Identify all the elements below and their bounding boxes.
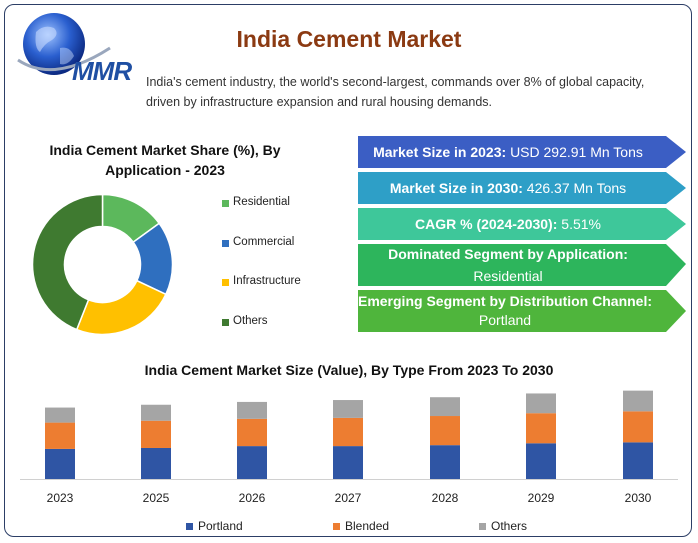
legend-label: Others [491, 519, 528, 533]
bar-chart-title: India Cement Market Size (Value), By Typ… [144, 362, 554, 378]
legend-swatch [222, 279, 229, 286]
x-tick-label: 2029 [528, 491, 555, 505]
stacked-bar-chart: 2023 2025 2026 2027 2028 2029 2030 [20, 390, 678, 505]
fact-cagr: CAGR % (2024-2030): 5.51% [358, 208, 658, 240]
x-tick-label: 2027 [335, 491, 362, 505]
legend-item-others: Others [479, 519, 527, 533]
bar-blended-2028 [430, 416, 460, 446]
legend-swatch [222, 200, 229, 207]
legend-item-portland: Portland [186, 519, 243, 533]
bar-others-2023 [45, 407, 75, 423]
bar-portland-2029 [526, 443, 556, 479]
globe-logo-icon [17, 13, 111, 75]
donut-slice-infrastructure [75, 279, 167, 336]
bar-portland-2023 [45, 448, 75, 479]
logo-text: MMR [72, 56, 132, 86]
legend-swatch [333, 522, 340, 530]
fact-value: Residential [473, 268, 543, 284]
fact-value: Portland [478, 312, 532, 328]
bar-portland-2026 [237, 446, 267, 479]
bar-blended-2027 [333, 417, 363, 447]
fact-label: Market Size in 2023: [373, 144, 507, 160]
bar-blended-2029 [526, 413, 556, 444]
fact-value: 5.51% [561, 216, 601, 232]
bar-blended-2030 [623, 411, 653, 443]
fact-value: 426.37 Mn Tons [526, 180, 627, 196]
infographic-frame [4, 4, 692, 537]
bar-portland-2030 [623, 442, 653, 479]
fact-label: Dominated Segment by Application: [388, 246, 628, 262]
page-title: India Cement Market [236, 26, 462, 52]
bar-others-2026 [237, 401, 267, 419]
bar-portland-2025 [141, 447, 171, 479]
legend-label: Residential [233, 196, 290, 208]
legend-swatch [186, 522, 193, 530]
bar-others-2027 [333, 400, 363, 418]
legend-item-infrastructure: Infrastructure [222, 275, 301, 315]
legend-label: Commercial [233, 235, 295, 248]
bar-portland-2027 [333, 446, 363, 479]
bar-blended-2023 [45, 422, 75, 449]
bar-others-2028 [430, 397, 460, 417]
donut-slice-others [31, 193, 104, 331]
fact-label: CAGR % (2024-2030): [415, 216, 558, 232]
legend-label: Blended [345, 519, 390, 533]
x-tick-label: 2028 [432, 491, 459, 505]
x-tick-label: 2026 [239, 491, 266, 505]
legend-item-residential: Residential [222, 196, 301, 236]
x-tick-label: 2023 [47, 491, 74, 505]
fact-market-size-2023: Market Size in 2023: USD 292.91 Mn Tons [358, 136, 658, 168]
x-tick-label: 2025 [143, 491, 170, 505]
legend-swatch [479, 522, 486, 530]
bar-others-2025 [141, 404, 171, 421]
legend-item-others: Others [222, 315, 301, 355]
bar-others-2029 [526, 393, 556, 414]
donut-chart [31, 193, 174, 336]
pie-legend: Residential Commercial Infrastructure Ot… [222, 196, 301, 354]
legend-swatch [222, 239, 229, 247]
bar-blended-2026 [237, 418, 267, 447]
fact-label: Market Size in 2030: [389, 180, 523, 196]
legend-swatch [222, 318, 229, 326]
legend-item-blended: Blended [333, 519, 389, 533]
bar-blended-2025 [141, 420, 171, 448]
fact-value: USD 292.91 Mn Tons [510, 144, 643, 160]
fact-dominated-segment: Dominated Segment by Application: Reside… [358, 244, 658, 286]
legend-label: Others [233, 314, 268, 327]
legend-label: Infrastructure [233, 275, 301, 287]
bar-others-2030 [623, 390, 653, 412]
x-tick-label: 2030 [625, 491, 652, 505]
pie-chart-title: India Cement Market Share (%), By Applic… [49, 142, 281, 178]
bar-portland-2028 [430, 445, 460, 479]
fact-emerging-segment: Emerging Segment by Distribution Channel… [352, 290, 658, 332]
fact-market-size-2030: Market Size in 2030: 426.37 Mn Tons [358, 172, 658, 204]
description: India's cement industry, the world's sec… [146, 75, 645, 109]
legend-label: Portland [198, 519, 243, 533]
fact-label: Emerging Segment by Distribution Channel… [357, 293, 653, 309]
legend-item-commercial: Commercial [222, 236, 301, 276]
